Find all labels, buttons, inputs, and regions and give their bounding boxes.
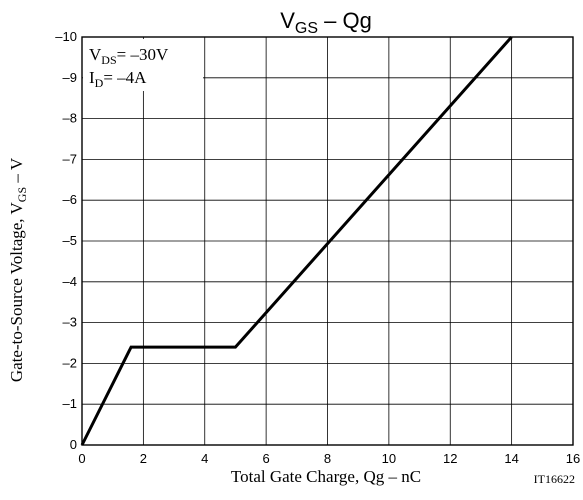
- series-group: [80, 36, 513, 446]
- grid-lines: [82, 37, 573, 445]
- y-tick-label: –9: [63, 70, 77, 85]
- x-tick-label: 14: [504, 451, 518, 466]
- annotation-box: [83, 39, 203, 91]
- y-tick-label: –2: [63, 355, 77, 370]
- y-tick-label: –1: [63, 396, 77, 411]
- annotation-vds: VDS= –30V: [89, 45, 169, 67]
- x-tick-label: 0: [78, 451, 85, 466]
- y-tick-label: –4: [63, 274, 77, 289]
- y-tick-label: –3: [63, 315, 77, 330]
- annotation-id: ID= –4A: [89, 68, 147, 90]
- x-axis-label: Total Gate Charge, Qg – nC: [231, 467, 421, 486]
- y-tick-label: –8: [63, 111, 77, 126]
- x-tick-label: 16: [566, 451, 580, 466]
- x-tick-label: 12: [443, 451, 457, 466]
- x-tick-label: 6: [263, 451, 270, 466]
- y-tick-label: –5: [63, 233, 77, 248]
- x-tick-label: 8: [324, 451, 331, 466]
- chart-title: VGS – Qg: [280, 8, 372, 37]
- plot-frame: [81, 36, 574, 446]
- y-tick-label: –6: [63, 192, 77, 207]
- x-tick-label: 4: [201, 451, 208, 466]
- y-tick-label: –7: [63, 151, 77, 166]
- y-tick-label: 0: [70, 437, 77, 452]
- y-tick-labels: 0 –1 –2 –3 –4 –5 –6 –7 –8 –9 –10: [55, 29, 77, 452]
- x-tick-labels: 0 2 4 6 8 10 12 14 16: [78, 451, 580, 466]
- y-axis-label: Gate-to-Source Voltage, VGS – V: [7, 157, 29, 382]
- x-tick-label: 2: [140, 451, 147, 466]
- series-line-0: [80, 36, 513, 446]
- figure-code: IT16622: [534, 472, 575, 486]
- x-tick-label: 10: [382, 451, 396, 466]
- y-tick-label: –10: [55, 29, 77, 44]
